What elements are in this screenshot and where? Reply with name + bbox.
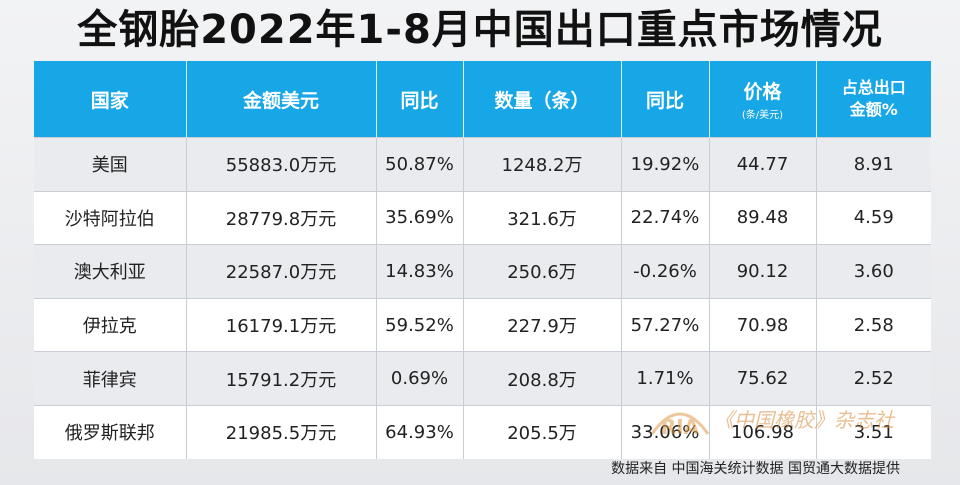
cell-yoy-quantity: 22.74% <box>621 190 710 245</box>
cell-quantity: 1248.2万 <box>463 137 622 192</box>
cell-price: 44.77 <box>709 137 817 192</box>
header-quantity: 数量（条） <box>463 61 622 138</box>
cell-share: 3.60 <box>816 244 931 299</box>
cell-yoy-quantity: 19.92% <box>621 137 710 192</box>
cell-share: 3.51 <box>816 404 931 459</box>
table-row: 美国 55883.0万元 50.87% 1248.2万 19.92% 44.77… <box>34 137 931 192</box>
page-title: 全钢胎2022年1-8月中国出口重点市场情况 <box>77 7 883 53</box>
cell-share: 2.52 <box>816 351 931 406</box>
cell-price: 90.12 <box>709 244 817 299</box>
export-table-container: 国家 金额美元 同比 数量（条） 同比 价格 (条/美元) 占总出口 金额% 美… <box>34 61 931 459</box>
cell-yoy-amount: 35.69% <box>376 190 464 245</box>
cell-yoy-quantity: 1.71% <box>621 351 710 406</box>
header-amount: 金额美元 <box>186 61 377 138</box>
cell-quantity: 205.5万 <box>463 404 622 459</box>
data-source-note: 数据来自 中国海关统计数据 国贸通大数据提供 <box>611 461 900 477</box>
cell-yoy-quantity: 33.06% <box>621 404 710 459</box>
cell-country: 澳大利亚 <box>34 244 187 299</box>
table-row: 澳大利亚 22587.0万元 14.83% 250.6万 -0.26% 90.1… <box>34 244 931 299</box>
cell-yoy-amount: 50.87% <box>376 137 464 192</box>
cell-share: 8.91 <box>816 137 931 192</box>
cell-amount: 22587.0万元 <box>186 244 377 299</box>
table-header-row: 国家 金额美元 同比 数量（条） 同比 价格 (条/美元) 占总出口 金额% <box>34 61 931 138</box>
header-share-line1: 占总出口 <box>841 78 906 97</box>
cell-quantity: 250.6万 <box>463 244 622 299</box>
cell-share: 4.59 <box>816 190 931 245</box>
cell-share: 2.58 <box>816 297 931 352</box>
cell-amount: 15791.2万元 <box>186 351 377 406</box>
header-yoy-quantity: 同比 <box>621 61 710 138</box>
header-price-label: 价格 <box>743 81 782 103</box>
cell-amount: 16179.1万元 <box>186 297 377 352</box>
cell-country: 俄罗斯联邦 <box>34 404 187 459</box>
cell-yoy-amount: 0.69% <box>376 351 464 406</box>
header-share-line2: 金额% <box>849 100 898 119</box>
cell-price: 70.98 <box>709 297 817 352</box>
cell-yoy-amount: 64.93% <box>376 404 464 459</box>
cell-yoy-quantity: 57.27% <box>621 297 710 352</box>
cell-amount: 21985.5万元 <box>186 404 377 459</box>
header-yoy-amount: 同比 <box>376 61 464 138</box>
cell-country: 沙特阿拉伯 <box>34 190 187 245</box>
cell-amount: 28779.8万元 <box>186 190 377 245</box>
cell-yoy-quantity: -0.26% <box>621 244 710 299</box>
cell-yoy-amount: 14.83% <box>376 244 464 299</box>
cell-quantity: 321.6万 <box>463 190 622 245</box>
cell-country: 美国 <box>34 137 187 192</box>
cell-quantity: 227.9万 <box>463 297 622 352</box>
cell-country: 菲律宾 <box>34 351 187 406</box>
table-row: 俄罗斯联邦 21985.5万元 64.93% 205.5万 33.06% 106… <box>34 404 931 459</box>
table-row: 沙特阿拉伯 28779.8万元 35.69% 321.6万 22.74% 89.… <box>34 190 931 245</box>
cell-country: 伊拉克 <box>34 297 187 352</box>
cell-yoy-amount: 59.52% <box>376 297 464 352</box>
cell-price: 89.48 <box>709 190 817 245</box>
cell-quantity: 208.8万 <box>463 351 622 406</box>
cell-price: 75.62 <box>709 351 817 406</box>
table-row: 伊拉克 16179.1万元 59.52% 227.9万 57.27% 70.98… <box>34 297 931 352</box>
export-table: 国家 金额美元 同比 数量（条） 同比 价格 (条/美元) 占总出口 金额% 美… <box>34 61 931 459</box>
table-row: 菲律宾 15791.2万元 0.69% 208.8万 1.71% 75.62 2… <box>34 351 931 406</box>
cell-amount: 55883.0万元 <box>186 137 377 192</box>
header-country: 国家 <box>34 61 187 138</box>
header-price: 价格 (条/美元) <box>709 61 817 138</box>
header-price-unit: (条/美元) <box>741 110 784 121</box>
header-share: 占总出口 金额% <box>816 61 931 138</box>
cell-price: 106.98 <box>709 404 817 459</box>
